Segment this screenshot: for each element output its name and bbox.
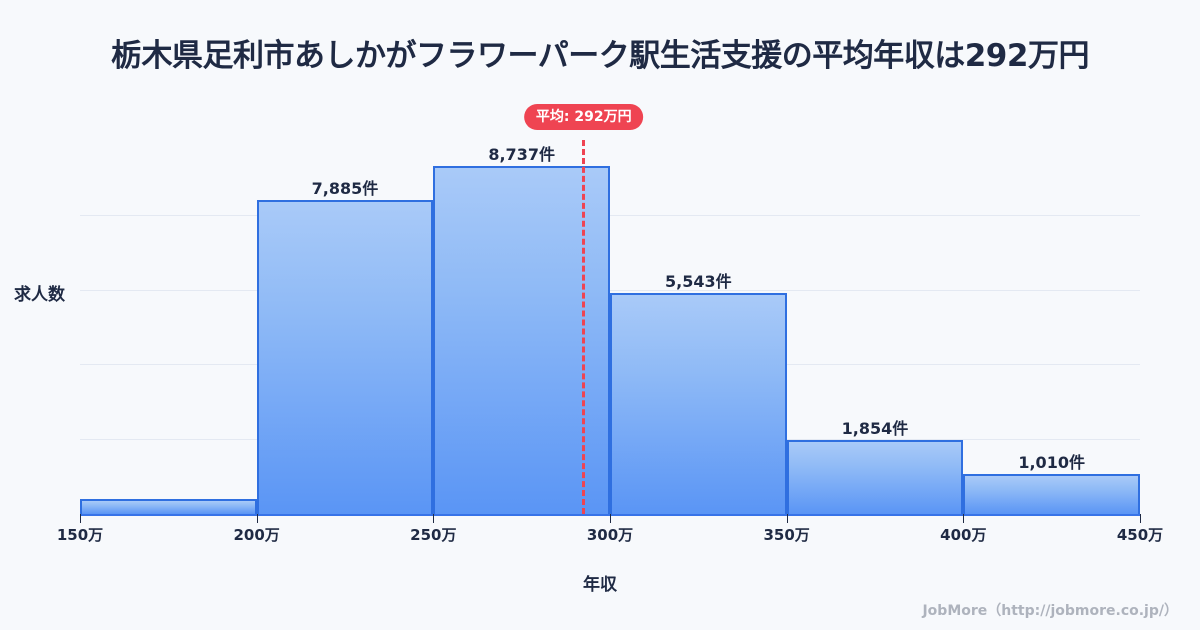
x-tick-mark [256, 514, 258, 523]
x-tick-label: 300万 [586, 526, 634, 544]
bar-value-label: 8,737件 [488, 145, 555, 165]
bar [80, 498, 257, 514]
plot-area [80, 140, 1140, 516]
page-title: 栃木県足利市あしかがフラワーパーク駅生活支援の平均年収は292万円 [111, 38, 1089, 74]
x-tick-label: 150万 [56, 526, 104, 544]
average-badge: 平均: 292万円 [523, 104, 644, 130]
x-tick-mark [80, 514, 81, 523]
x-tick-mark [610, 514, 611, 523]
bar [433, 166, 610, 514]
bar [610, 293, 787, 514]
bar [963, 473, 1140, 514]
x-tick-mark [433, 514, 435, 523]
x-tick-mark [1140, 514, 1141, 523]
average-dashed-line [581, 140, 585, 514]
x-tick-label: 250万 [410, 526, 457, 544]
y-axis-title: 求人数 [14, 285, 65, 305]
gridline [80, 215, 1140, 216]
x-tick-label: 350万 [763, 526, 810, 544]
bar-value-label: 1,854件 [841, 419, 909, 439]
gridline [80, 290, 1140, 291]
bar [256, 200, 434, 514]
bar-value-label: 7,885件 [311, 179, 379, 199]
x-tick-mark [786, 514, 788, 523]
x-tick-label: 200万 [233, 526, 280, 544]
bar [786, 440, 964, 514]
x-tick-mark [963, 514, 965, 523]
x-tick-label: 400万 [940, 526, 987, 544]
x-tick-label: 450万 [1116, 526, 1164, 544]
footer-watermark: JobMore（http://jobmore.co.jp/） [922, 603, 1178, 619]
bar-value-label: 1,010件 [1018, 452, 1085, 472]
bar-value-label: 5,543件 [665, 272, 732, 292]
x-axis-title: 年収 [583, 575, 617, 595]
